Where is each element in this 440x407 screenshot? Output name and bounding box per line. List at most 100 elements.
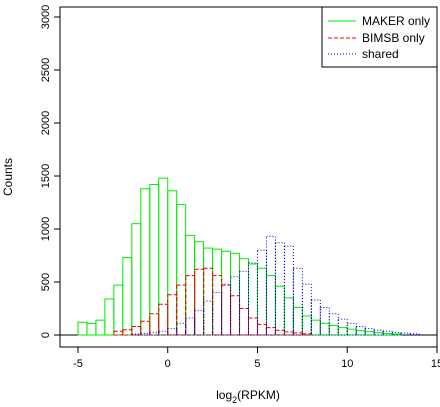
bar-bimsb-only [113,330,124,336]
bar-maker-only [158,177,169,336]
bar-shared [328,313,339,336]
x-tick-label: 10 [341,358,353,370]
bar-bimsb-only [203,267,214,336]
bar-maker-only [221,250,232,336]
bar-shared [274,242,285,336]
bar-maker-only [149,183,160,336]
bar-bimsb-only [292,332,303,336]
legend-label-shared: shared [362,47,399,61]
bar-bimsb-only [167,294,178,336]
legend-label-maker-only: MAKER only [362,14,430,28]
bar-bimsb-only [194,268,205,336]
bar-maker-only [122,257,133,336]
bar-shared [301,283,312,336]
bar-shared [355,326,366,336]
bar-shared [230,276,241,336]
bar-shared [203,300,214,336]
bar-maker-only [248,263,258,336]
bar-maker-only [310,319,321,336]
legend: MAKER only BIMSB only shared [321,6,438,68]
x-tick-label: 15 [431,358,440,370]
bar-maker-only [301,315,312,336]
bar-maker-only [212,248,223,336]
y-axis-title: Counts [1,158,15,196]
bar-maker-only [319,322,330,336]
plot-frame [59,6,438,348]
bar-maker-only [167,190,178,336]
bar-shared [373,329,384,336]
bar-maker-only [256,267,267,336]
y-tick-label: 2000 [40,111,52,135]
bar-maker-only [346,328,357,336]
x-axis-title: log2(RPKM) [216,388,280,405]
axis-ticks: -5 0 5 10 15 0 500 1000 1500 2000 2500 3000 [40,5,440,370]
bar-shared [265,235,276,336]
bar-bimsb-only [256,323,267,336]
y-tick-label: 3000 [40,5,52,29]
bar-maker-only [274,285,285,336]
bar-shared [319,306,330,336]
bar-bimsb-only [140,320,151,336]
x-tick-label: 5 [254,358,260,370]
bar-bimsb-only [248,317,258,336]
x-axis-title-rest: (RPKM) [237,388,280,402]
bar-shared [409,333,420,336]
bar-maker-only [86,322,97,336]
bar-shared [256,249,267,336]
bar-maker-only [203,247,214,336]
x-tick-label: -5 [73,358,83,370]
bar-maker-only [283,297,294,336]
y-tick-label: 1000 [40,217,52,241]
x-axis-title-main: log [216,388,232,402]
histogram-bars [77,177,420,336]
bar-shared [292,267,303,336]
bar-shared [283,245,294,336]
bar-shared [248,262,258,336]
bar-maker-only [265,275,276,336]
bar-maker-only [77,321,88,336]
bar-maker-only [113,284,124,336]
bar-maker-only [140,188,151,336]
bar-maker-only [230,252,241,336]
bar-maker-only [194,241,205,336]
bar-bimsb-only [149,313,160,336]
bar-maker-only [328,324,339,336]
bar-bimsb-only [239,308,250,336]
bar-bimsb-only [122,329,133,336]
bar-shared [391,331,402,336]
bar-shared [185,317,196,336]
bar-shared [149,331,160,336]
bar-shared [310,299,321,336]
bar-maker-only [239,258,250,336]
bar-shared [221,283,232,336]
legend-box [321,6,438,68]
bar-shared [131,333,142,336]
y-tick-label: 1500 [40,164,52,188]
bar-bimsb-only [221,284,232,336]
bar-shared [364,328,375,336]
bar-maker-only [176,204,187,336]
bar-maker-only [104,298,115,336]
bar-maker-only [95,319,106,336]
bar-shared [194,310,205,336]
bar-maker-only [337,327,348,336]
bar-bimsb-only [212,275,223,336]
bar-maker-only [382,332,393,336]
bar-bimsb-only [230,295,241,336]
bar-shared [212,292,223,336]
y-tick-label: 0 [40,332,52,338]
bar-bimsb-only [185,275,196,336]
bar-shared [158,330,169,336]
bar-bimsb-only [274,329,285,336]
bar-bimsb-only [131,326,142,336]
y-tick-label: 2500 [40,58,52,82]
bar-shared [176,322,187,336]
bar-maker-only [364,331,375,336]
bar-maker-only [292,306,303,336]
legend-label-bimsb-only: BIMSB only [362,31,425,45]
x-axis-title-subscript: 2 [232,395,237,405]
bar-maker-only [185,234,196,336]
bar-shared [337,318,348,336]
bar-shared [239,270,250,336]
